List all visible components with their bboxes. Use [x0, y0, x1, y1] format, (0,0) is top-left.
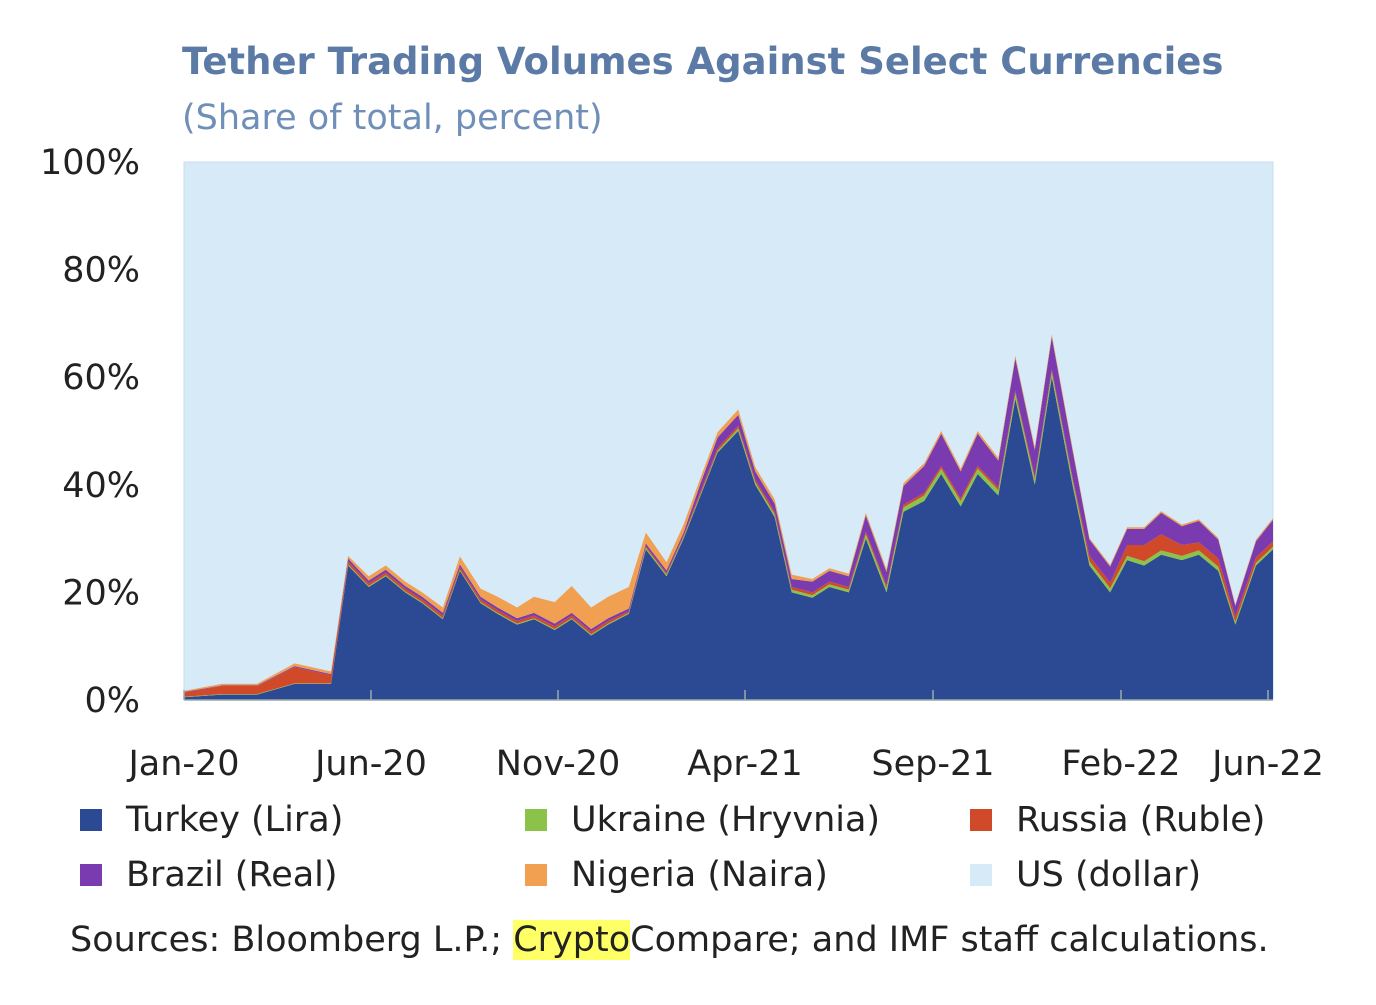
x-tick-label: Feb-22 [1061, 744, 1180, 784]
y-tick-label: 100% [40, 143, 140, 183]
legend-swatch [80, 809, 102, 831]
legend-swatch [80, 864, 102, 886]
chart-subtitle: (Share of total, percent) [182, 98, 603, 138]
sources-note: Sources: Bloomberg L.P.; CryptoCompare; … [70, 920, 1269, 960]
y-tick-label: 80% [62, 251, 140, 291]
y-tick-label: 60% [62, 358, 140, 398]
y-tick-label: 40% [62, 466, 140, 506]
x-tick-label: Sep-21 [871, 744, 994, 784]
legend-item: Russia (Ruble) [970, 800, 1265, 840]
y-tick-label: 0% [84, 681, 140, 721]
legend-item: Turkey (Lira) [80, 800, 343, 840]
legend-label: US (dollar) [1016, 855, 1202, 895]
chart-title: Tether Trading Volumes Against Select Cu… [182, 40, 1224, 83]
x-tick-label: Apr-21 [687, 744, 802, 784]
x-tick-label: Jun-20 [313, 744, 427, 784]
stacked-area-chart: 0% 20% 40% 60% 80% 100% Jan-20 Jun-20 Nov-20 Apr… [40, 143, 1324, 784]
legend-swatch [525, 864, 547, 886]
x-tick-label: Jan-20 [126, 744, 239, 784]
legend: Turkey (Lira) Ukraine (Hryvnia) Russia (Ru… [80, 800, 1340, 920]
legend-item: US (dollar) [970, 855, 1201, 895]
legend-swatch [525, 809, 547, 831]
sources-highlight: Crypto [513, 920, 631, 960]
x-tick-label: Jun-22 [1210, 744, 1324, 784]
legend-label: Brazil (Real) [126, 855, 338, 895]
x-tick-label: Nov-20 [496, 744, 621, 784]
legend-swatch [970, 809, 992, 831]
legend-label: Russia (Ruble) [1016, 800, 1266, 840]
legend-label: Turkey (Lira) [126, 800, 344, 840]
y-tick-label: 20% [62, 573, 140, 613]
legend-item: Nigeria (Naira) [525, 855, 828, 895]
series-turkey-lira-area [184, 377, 1273, 700]
legend-item: Ukraine (Hryvnia) [525, 800, 880, 840]
legend-label: Nigeria (Naira) [571, 855, 828, 895]
legend-item: Brazil (Real) [80, 855, 338, 895]
sources-prefix: Sources: Bloomberg L.P.; [70, 920, 514, 960]
legend-label: Ukraine (Hryvnia) [571, 800, 881, 840]
sources-suffix: Compare; and IMF staff calculations. [630, 920, 1269, 960]
legend-swatch [970, 864, 992, 886]
